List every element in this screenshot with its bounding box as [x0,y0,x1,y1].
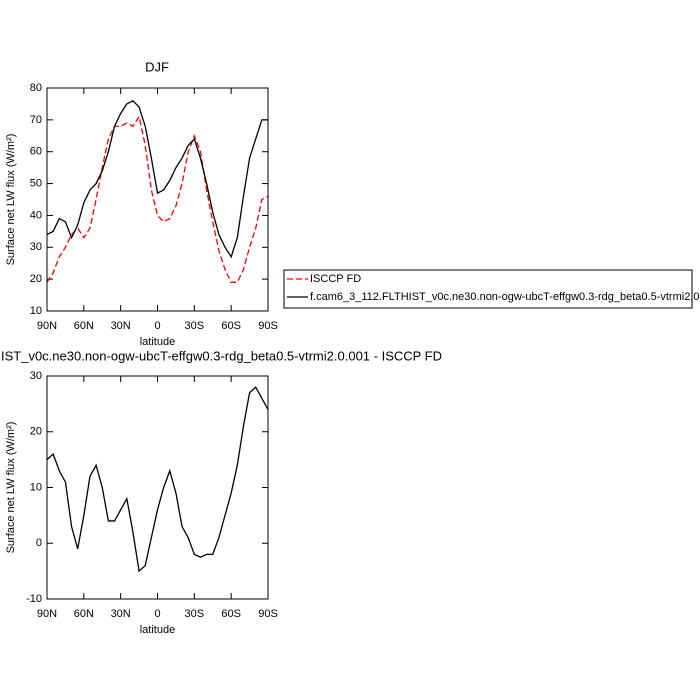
x-tick-label: 0 [154,320,160,332]
y-tick-label: 30 [30,370,42,382]
legend-label: ISCCP FD [310,273,361,285]
y-tick-label: 40 [30,209,42,221]
y-tick-label: 20 [30,426,42,438]
y-axis-label: Surface net LW flux (W/m²) [5,422,17,554]
x-tick-label: 30N [111,320,131,332]
y-tick-label: 70 [30,114,42,126]
chart-title: DJF [145,59,169,74]
legend-label: f.cam6_3_112.FLTHIST_v0c.ne30.non-ogw-ub… [310,291,700,303]
x-axis-label: latitude [140,336,175,348]
y-tick-label: 0 [36,537,42,549]
x-tick-label: 60N [74,320,94,332]
data-line [46,114,269,283]
chart-title: IST_v0c.ne30.non-ogw-ubcT-effgw0.3-rdg_b… [1,348,442,363]
data-line [46,386,269,573]
x-axis-label: latitude [140,624,175,636]
x-tick-label: 30S [185,608,205,620]
x-tick-label: 90S [258,320,278,332]
legend-box [283,269,693,309]
y-tick-label: -10 [26,593,42,605]
y-tick-label: 80 [30,82,42,94]
y-tick-label: 10 [30,305,42,317]
x-tick-label: 90N [37,608,57,620]
y-tick-label: 10 [30,481,42,493]
plot-frame [46,375,269,600]
y-tick-label: 50 [30,177,42,189]
x-tick-label: 60N [74,608,94,620]
x-tick-label: 90N [37,320,57,332]
x-tick-label: 30S [185,320,205,332]
x-tick-label: 0 [154,608,160,620]
data-line [46,99,268,259]
y-tick-label: 30 [30,241,42,253]
x-tick-label: 60S [221,320,241,332]
y-tick-label: 20 [30,273,42,285]
x-tick-label: 30N [111,608,131,620]
y-axis-label: Surface net LW flux (W/m²) [5,134,17,266]
x-tick-label: 90S [258,608,278,620]
y-tick-label: 60 [30,146,42,158]
plot-frame [46,87,269,312]
x-tick-label: 60S [221,608,241,620]
